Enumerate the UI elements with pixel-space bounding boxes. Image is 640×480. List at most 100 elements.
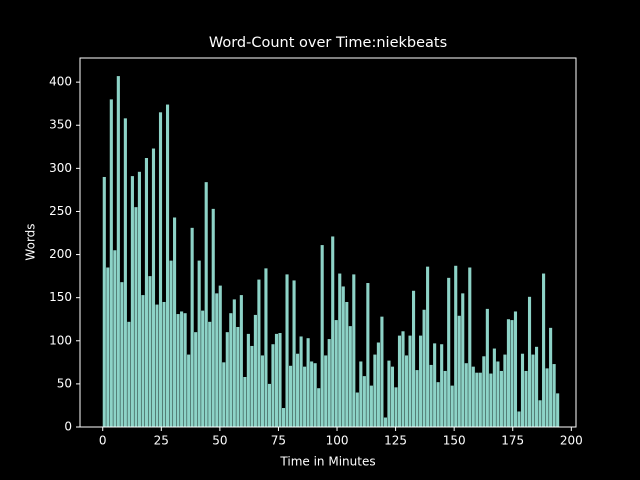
bar (264, 268, 268, 427)
bar (440, 344, 444, 427)
bar (148, 276, 152, 427)
bar (218, 285, 222, 427)
bar (355, 392, 359, 427)
bar (401, 331, 405, 427)
bar (545, 368, 549, 427)
bar (134, 207, 138, 427)
bar (173, 217, 177, 427)
bar (120, 282, 124, 427)
bar (334, 320, 338, 427)
y-tick-label: 350 (49, 118, 72, 132)
bar (429, 364, 433, 427)
bar (433, 343, 437, 427)
bar (222, 362, 226, 427)
bar (411, 290, 416, 427)
bar (549, 327, 553, 427)
x-tick-label: 125 (384, 434, 407, 448)
bar (278, 333, 282, 427)
y-tick-label: 200 (49, 247, 72, 261)
bar (397, 335, 402, 427)
x-axis-label: Time in Minutes (279, 455, 375, 469)
bar (229, 313, 233, 427)
bar (296, 353, 300, 427)
bar (517, 411, 521, 427)
bar (380, 316, 384, 427)
bar (464, 363, 468, 427)
bar (408, 335, 412, 427)
bar (534, 346, 539, 427)
bar (376, 342, 380, 427)
x-tick-label: 50 (212, 434, 227, 448)
bar (492, 348, 496, 427)
bar (324, 355, 328, 427)
bar (327, 339, 331, 427)
bar (158, 112, 163, 427)
bar (542, 273, 546, 427)
bar (267, 383, 272, 427)
bar (390, 366, 395, 427)
bar (373, 354, 377, 427)
x-tick-label: 100 (326, 434, 349, 448)
bar (461, 293, 465, 427)
bar (331, 236, 335, 427)
bar (443, 370, 447, 427)
x-tick-label: 175 (501, 434, 524, 448)
bar (253, 314, 257, 427)
bar (102, 176, 106, 427)
bar (197, 260, 201, 427)
y-tick-label: 250 (49, 204, 72, 218)
bar (485, 308, 489, 427)
x-tick-label: 150 (443, 434, 466, 448)
bar (352, 274, 356, 427)
y-tick-label: 400 (49, 75, 72, 89)
bar (236, 326, 240, 427)
bar (274, 333, 279, 427)
bar (404, 355, 409, 427)
bar (180, 311, 184, 427)
bar (348, 326, 352, 427)
bar (208, 321, 212, 427)
y-tick-label: 50 (57, 376, 72, 390)
bar (215, 293, 219, 427)
bar (341, 286, 345, 427)
bar (450, 385, 454, 427)
bar (151, 148, 156, 427)
bar (211, 208, 215, 427)
bar (489, 373, 493, 427)
bar (116, 76, 120, 428)
bar (436, 382, 440, 427)
bar (292, 280, 296, 427)
bar (552, 364, 556, 427)
bar (130, 176, 134, 427)
bar (194, 332, 198, 427)
bar (513, 311, 518, 427)
bar (299, 336, 303, 427)
bar (447, 277, 451, 427)
bar (556, 393, 560, 427)
bar (506, 319, 510, 427)
bar (257, 279, 261, 427)
bar (169, 260, 173, 427)
bar (345, 301, 349, 427)
bar (239, 295, 243, 427)
bar (496, 361, 500, 427)
bar (527, 296, 532, 427)
bar (454, 265, 458, 427)
bar (109, 99, 113, 427)
bar (271, 344, 275, 427)
bar (478, 372, 482, 427)
bar (394, 387, 398, 427)
y-axis-label: Words (24, 223, 38, 260)
y-tick-label: 150 (49, 290, 72, 304)
bar (190, 227, 194, 427)
bar (187, 354, 191, 427)
bar (475, 372, 479, 427)
x-tick-label: 0 (99, 434, 107, 448)
bar (503, 354, 507, 427)
bar (243, 376, 247, 427)
axes-frame (79, 57, 577, 428)
bar (201, 310, 205, 427)
bar (306, 338, 310, 427)
bar (123, 118, 127, 427)
